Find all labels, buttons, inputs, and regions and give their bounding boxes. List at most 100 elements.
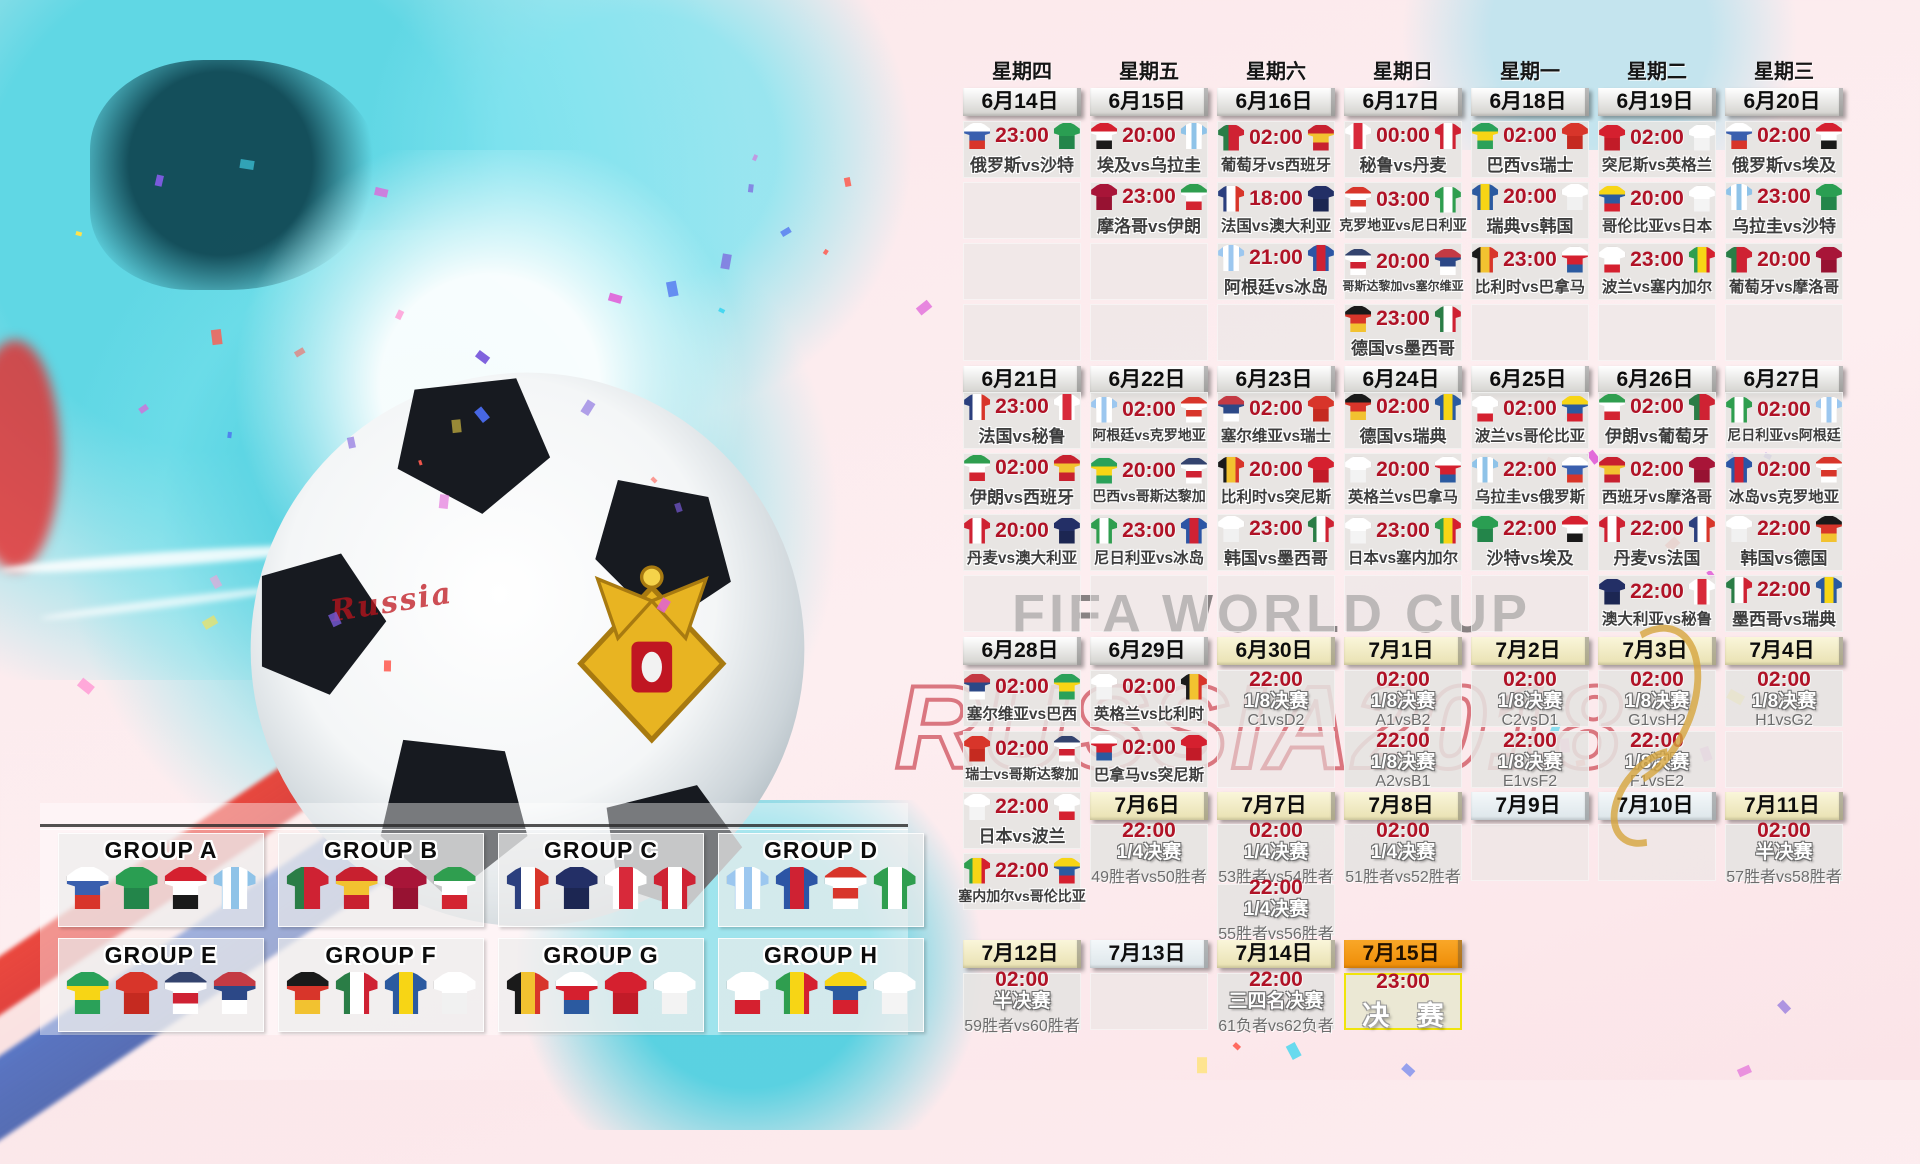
jersey-icon-葡萄牙 — [1688, 394, 1715, 420]
match-top-row: 22:00 — [1599, 516, 1715, 542]
knockout-round: 1/4决赛 — [1243, 841, 1309, 863]
match-name: 塞尔维亚vs巴西 — [966, 705, 1078, 723]
match-top-row: 00:00 — [1345, 123, 1461, 149]
match-name: 伊朗vs西班牙 — [970, 488, 1074, 507]
match-name: 丹麦vs法国 — [1613, 549, 1701, 568]
jersey-icon-波兰 — [1599, 246, 1626, 273]
jersey-icon-墨西哥 — [1434, 306, 1461, 332]
jersey-icon-英格兰 — [1688, 124, 1715, 151]
match-top-row: 02:00 — [1599, 394, 1715, 420]
jersey-icon-西班牙 — [1053, 455, 1080, 481]
match-top-row: 20:00 — [1599, 185, 1715, 212]
knockout-cell: 02:00 1/8决赛 C2vsD1 — [1471, 668, 1589, 729]
match-time: 02:00 — [1757, 457, 1811, 481]
jersey-icon-俄罗斯 — [964, 123, 991, 149]
match-top-row: 02:00 — [1091, 396, 1207, 423]
jersey-icon-冰岛 — [1180, 517, 1207, 544]
knockout-round: 1/8决赛 — [1243, 690, 1309, 712]
match-time: 22:00 — [1630, 579, 1684, 603]
weekday-label: 星期一 — [1500, 61, 1560, 83]
knockout-cell: 22:00 1/8决赛 E1vsF2 — [1471, 729, 1589, 790]
match-cell: 20:00 丹麦vs澳大利亚 — [963, 514, 1081, 571]
match-top-row: 23:00 — [1345, 306, 1461, 332]
match-time: 22:00 — [1757, 517, 1811, 540]
jersey-icon-克罗地亚 — [1345, 186, 1372, 213]
match-time: 02:00 — [1630, 125, 1684, 149]
match-name: 沙特vs埃及 — [1486, 549, 1574, 568]
jersey-icon-韩国 — [1218, 516, 1245, 542]
match-time: 18:00 — [1249, 186, 1303, 210]
match-top-row: 02:00 — [1599, 124, 1715, 151]
date-header: 7月12日 — [963, 940, 1081, 968]
match-top-row: 03:00 — [1345, 186, 1461, 213]
knockout-round: 1/8决赛 — [1497, 751, 1563, 773]
match-cell: 22:00 墨西哥vs瑞典 — [1725, 575, 1843, 632]
date-header: 6月27日 — [1725, 366, 1843, 394]
date-header: 6月18日 — [1471, 88, 1589, 116]
match-cell: 20:00 哥伦比亚vs日本 — [1598, 182, 1716, 239]
knockout-round: 三四名决赛 — [1228, 990, 1324, 1012]
jersey-icon-瑞士 — [964, 735, 991, 762]
match-top-row: 02:00 — [1345, 394, 1461, 420]
date-header: 7月4日 — [1725, 637, 1843, 665]
match-cell: 02:00 德国vs瑞典 — [1344, 392, 1462, 449]
match-time: 23:00 — [1122, 518, 1176, 542]
date-header: 7月13日 — [1090, 940, 1208, 968]
jersey-icon-韩国 — [1561, 184, 1588, 210]
weekday-label: 星期五 — [1119, 61, 1179, 83]
jersey-icon-丹麦 — [1434, 123, 1461, 149]
match-time: 20:00 — [1122, 124, 1176, 147]
jersey-icon-瑞士 — [1561, 123, 1588, 149]
match-time: 23:00 — [1630, 247, 1684, 271]
date-header: 7月10日 — [1598, 792, 1716, 820]
match-cell: 20:00 埃及vs乌拉圭 — [1090, 121, 1208, 178]
knockout-pair: H1vsG2 — [1755, 711, 1813, 729]
match-name: 英格兰vs巴拿马 — [1347, 488, 1459, 506]
match-top-row: 02:00 — [1726, 456, 1842, 483]
match-cell: 23:00 韩国vs墨西哥 — [1217, 514, 1335, 571]
match-time: 21:00 — [1249, 246, 1303, 269]
match-time: 02:00 — [995, 456, 1049, 479]
jersey-icon-塞内加尔 — [1688, 246, 1715, 273]
match-cell: 20:00 瑞典vs韩国 — [1471, 182, 1589, 239]
jersey-icon-伊朗 — [1180, 184, 1207, 210]
knockout-time: 02:00 — [1376, 667, 1430, 691]
match-cell: 02:00 阿根廷vs克罗地亚 — [1090, 392, 1208, 449]
match-cell: 22:00 沙特vs埃及 — [1471, 514, 1589, 571]
match-name: 乌拉圭vs俄罗斯 — [1474, 488, 1586, 506]
date-header: 7月8日 — [1344, 792, 1462, 820]
match-top-row: 20:00 — [964, 517, 1080, 544]
knockout-time: 22:00 — [1376, 728, 1430, 752]
jersey-icon-哥伦比亚 — [1599, 185, 1626, 212]
match-time: 23:00 — [1376, 518, 1430, 542]
match-cell: 20:00 葡萄牙vs摩洛哥 — [1725, 243, 1843, 300]
jersey-icon-澳大利亚 — [1307, 185, 1334, 212]
knockout-round: 1/8决赛 — [1497, 690, 1563, 712]
match-time: 23:00 — [995, 395, 1049, 418]
match-top-row: 02:00 — [964, 673, 1080, 700]
match-time: 20:00 — [1376, 457, 1430, 481]
match-top-row: 23:00 — [1091, 184, 1207, 210]
match-time: 23:00 — [1249, 517, 1303, 540]
knockout-round: 半决赛 — [993, 990, 1051, 1012]
jersey-icon-埃及 — [1091, 123, 1118, 149]
match-time: 02:00 — [1757, 397, 1811, 421]
match-top-row: 02:00 — [1726, 123, 1842, 149]
knockout-pair: E1vsF2 — [1502, 772, 1558, 790]
date-header: 7月2日 — [1471, 637, 1589, 665]
jersey-icon-英格兰 — [1345, 456, 1372, 483]
jersey-icon-澳大利亚 — [1599, 578, 1626, 605]
match-time: 02:00 — [1757, 124, 1811, 147]
jersey-icon-日本 — [1688, 185, 1715, 212]
match-name: 澳大利亚vs秘鲁 — [1601, 610, 1713, 628]
match-name: 尼日利亚vs冰岛 — [1093, 549, 1205, 567]
match-cell: 02:00 塞尔维亚vs巴西 — [963, 670, 1081, 727]
jersey-icon-澳大利亚 — [1053, 517, 1080, 544]
match-top-row: 20:00 — [1345, 456, 1461, 483]
knockout-cell: 02:00 1/4决赛 51胜者vs52胜者 — [1344, 819, 1462, 886]
match-cell: 02:00 尼日利亚vs阿根廷 — [1725, 392, 1843, 449]
match-name: 德国vs瑞典 — [1359, 427, 1447, 446]
jersey-icon-尼日利亚 — [1434, 186, 1461, 213]
jersey-icon-秘鲁 — [1688, 578, 1715, 605]
match-time: 23:00 — [1376, 307, 1430, 330]
